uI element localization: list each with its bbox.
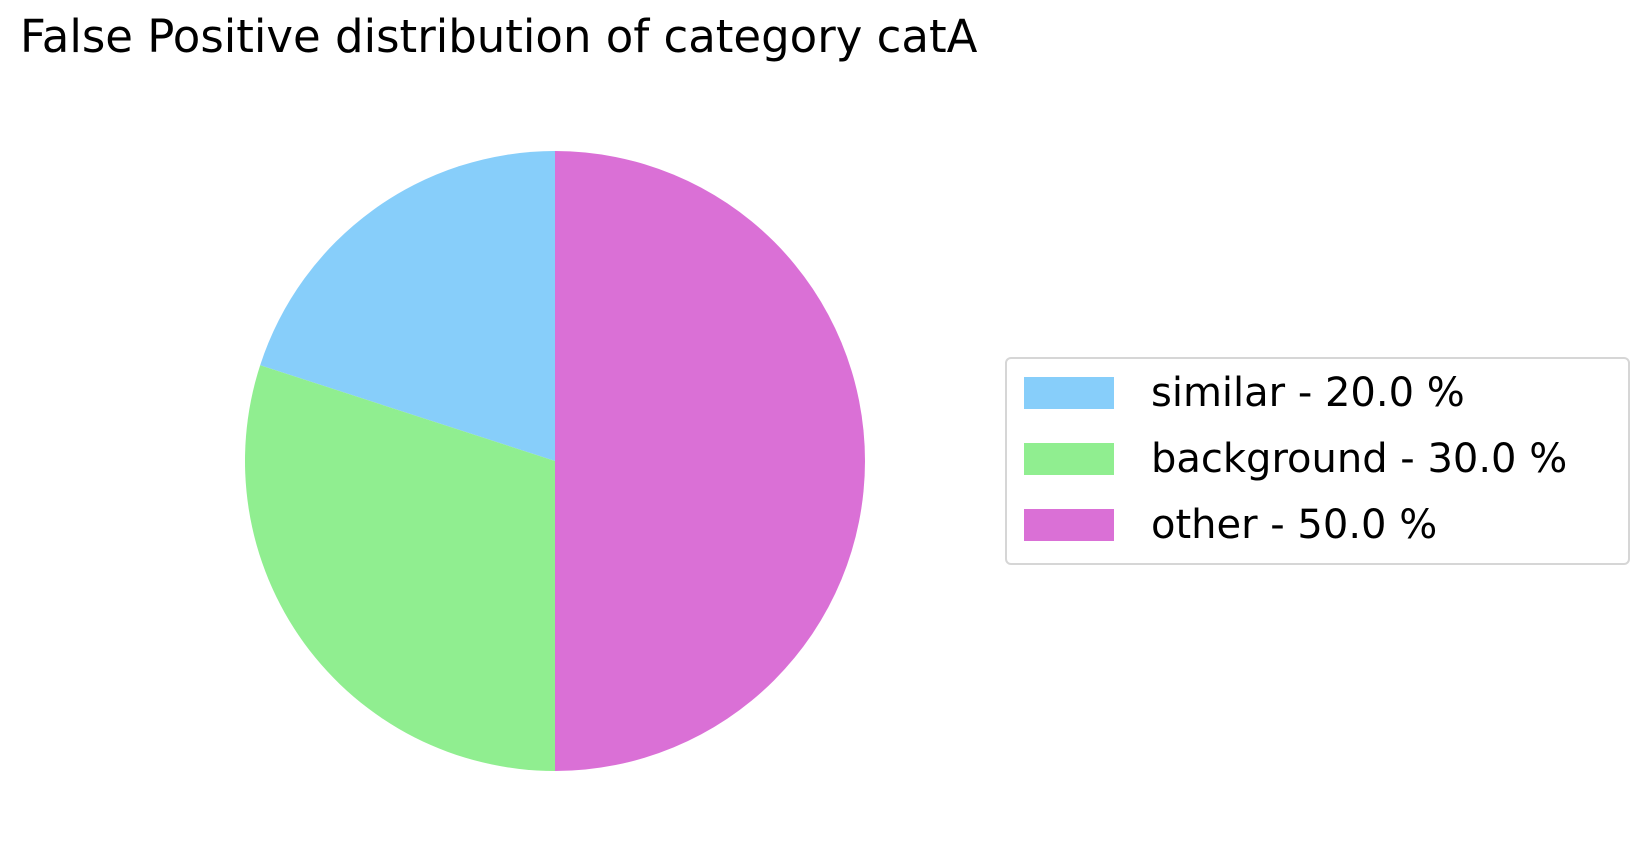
chart-title: False Positive distribution of category … [20,10,978,63]
legend-label-background: background - 30.0 % [1151,436,1568,482]
pie-slice-background [244,365,555,771]
legend-entry-other: other - 50.0 % [1024,500,1437,550]
legend: similar - 20.0 % background - 30.0 % oth… [1005,357,1630,565]
legend-entry-similar: similar - 20.0 % [1024,368,1465,418]
pie-slice-other [555,151,865,771]
legend-entry-background: background - 30.0 % [1024,434,1567,484]
legend-label-other: other - 50.0 % [1151,502,1438,548]
legend-swatch-similar [1024,377,1114,409]
legend-swatch-other [1024,509,1114,541]
pie-slice-similar [260,151,555,461]
legend-swatch-background [1024,443,1114,475]
legend-label-similar: similar - 20.0 % [1151,370,1465,416]
